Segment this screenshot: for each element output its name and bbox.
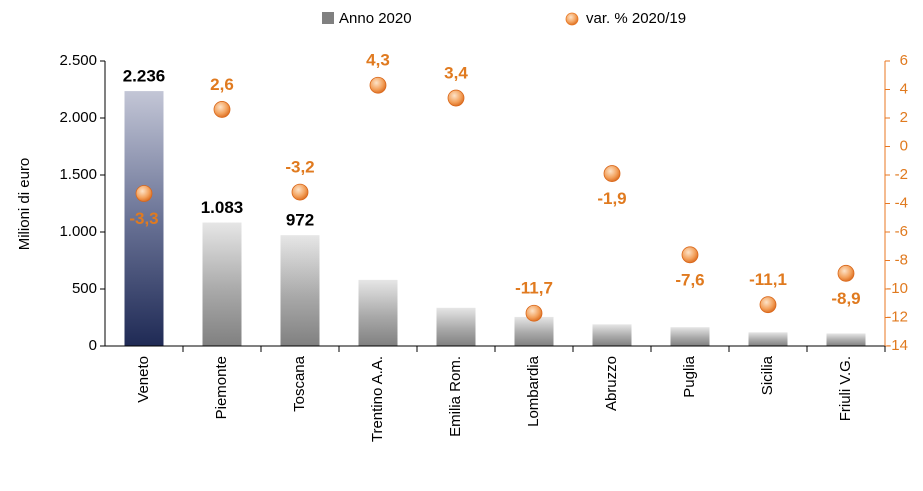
x-tick-label: Piemonte [213,356,230,419]
x-tick-label: Abruzzo [603,356,620,411]
y2-tick-label: -10 [886,280,908,297]
bar [826,333,866,346]
y2-tick-label: -8 [895,251,908,268]
point-value-label: -3,3 [129,209,158,228]
legend-swatch [565,12,579,26]
point-value-label: -1,9 [597,189,626,208]
bar [592,324,632,346]
scatter-point [135,185,153,202]
scatter-point [759,296,777,314]
legend-swatch [322,12,334,24]
point-value-label: -3,2 [285,158,314,177]
y-tick-label: 2.000 [59,109,97,126]
scatter-point [369,76,387,94]
bar [514,316,554,346]
y-tick-label: 500 [72,280,97,297]
scatter-point [837,264,855,282]
legend-label: var. % 2020/19 [586,10,686,27]
bar [358,279,398,346]
scatter-point [681,246,699,264]
bar [748,332,788,346]
y2-tick-label: 4 [900,80,908,97]
bar [202,222,242,346]
y-tick-label: 0 [89,337,97,354]
bar-value-label: 2.236 [123,67,166,86]
point-value-label: 3,4 [444,64,468,83]
scatter-point [213,101,231,118]
x-tick-label: Toscana [291,355,308,412]
x-tick-label: Veneto [135,356,152,403]
y-tick-label: 2.500 [59,52,97,69]
y2-tick-label: -12 [886,308,908,325]
x-tick-label: Trentino A.A. [369,356,386,442]
scatter-point [447,89,465,107]
point-value-label: -7,6 [675,270,704,289]
y2-tick-label: -4 [895,194,908,211]
y2-tick-label: -6 [895,223,908,240]
y2-tick-label: 2 [900,109,908,126]
point-value-label: -8,9 [831,289,860,308]
x-tick-label: Emilia Rom. [447,356,464,437]
y2-tick-label: 6 [900,52,908,69]
y-tick-label: 1.500 [59,166,97,183]
y2-tick-label: -14 [886,337,908,354]
bar-value-label: 972 [286,211,314,230]
y2-tick-label: 0 [900,137,908,154]
x-tick-label: Friuli V.G. [837,356,854,421]
scatter-point [525,304,543,322]
x-tick-label: Lombardia [525,355,542,427]
bar [436,307,476,346]
bar [670,327,710,346]
scatter-point [603,165,621,182]
y-tick-label: 1.000 [59,223,97,240]
point-value-label: -11,7 [515,279,553,298]
y2-tick-label: -2 [895,166,908,183]
bar-value-label: 1.083 [201,198,244,217]
point-value-label: -11,1 [749,270,787,289]
y-axis-label: Milioni di euro [16,158,33,251]
bar [124,91,164,346]
x-tick-label: Puglia [681,355,698,397]
x-tick-label: Sicilia [759,355,776,395]
point-value-label: 4,3 [366,51,390,70]
bar [280,235,320,346]
point-value-label: 2,6 [210,75,234,94]
legend-label: Anno 2020 [339,10,412,27]
scatter-point [291,183,309,201]
